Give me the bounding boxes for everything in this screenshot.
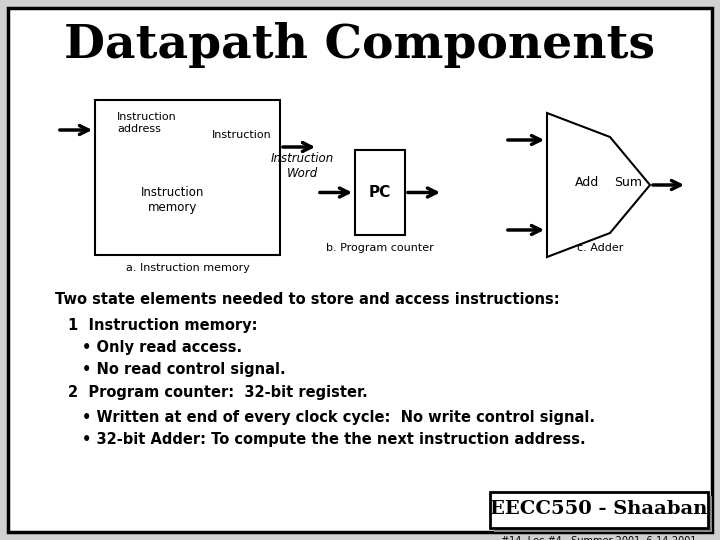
Text: • 32-bit Adder: To compute the the next instruction address.: • 32-bit Adder: To compute the the next … bbox=[82, 432, 585, 447]
Text: Instruction: Instruction bbox=[212, 130, 272, 140]
Bar bbox=[490, 492, 708, 528]
Bar bbox=[355, 150, 405, 235]
Text: 2  Program counter:  32-bit register.: 2 Program counter: 32-bit register. bbox=[68, 385, 368, 400]
Text: Add: Add bbox=[575, 176, 599, 188]
Text: b. Program counter: b. Program counter bbox=[326, 243, 434, 253]
Text: • No read control signal.: • No read control signal. bbox=[82, 362, 286, 377]
Bar bbox=[95, 100, 280, 255]
Text: Two state elements needed to store and access instructions:: Two state elements needed to store and a… bbox=[55, 292, 559, 307]
Text: #14  Lec #4   Summer 2001  6-14-2001: #14 Lec #4 Summer 2001 6-14-2001 bbox=[501, 536, 697, 540]
Text: Instruction
Word: Instruction Word bbox=[271, 152, 333, 180]
Text: Instruction
address: Instruction address bbox=[117, 112, 176, 133]
Text: • Only read access.: • Only read access. bbox=[82, 340, 242, 355]
Text: 1  Instruction memory:: 1 Instruction memory: bbox=[68, 318, 258, 333]
Text: Instruction
memory: Instruction memory bbox=[141, 186, 204, 214]
Text: PC: PC bbox=[369, 185, 391, 200]
Text: Datapath Components: Datapath Components bbox=[64, 22, 656, 68]
Text: EECC550 - Shaaban: EECC550 - Shaaban bbox=[490, 500, 708, 518]
Bar bbox=[494, 496, 712, 532]
Text: • Written at end of every clock cycle:  No write control signal.: • Written at end of every clock cycle: N… bbox=[82, 410, 595, 425]
Text: c. Adder: c. Adder bbox=[577, 243, 624, 253]
Text: a. Instruction memory: a. Instruction memory bbox=[125, 263, 249, 273]
Polygon shape bbox=[547, 113, 650, 257]
Text: Sum: Sum bbox=[614, 176, 642, 188]
